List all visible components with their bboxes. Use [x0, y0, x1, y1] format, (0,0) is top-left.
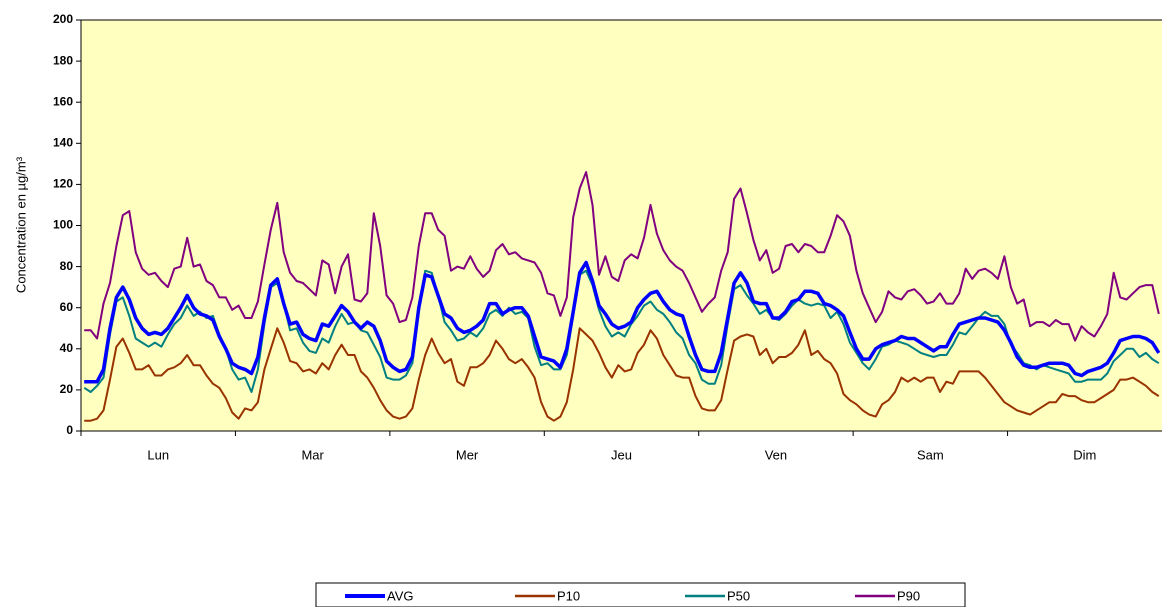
- y-tick-label: 140: [53, 135, 73, 149]
- x-tick-label: Mar: [301, 447, 324, 462]
- y-tick-label: 20: [60, 382, 74, 396]
- x-tick-label: Sam: [917, 447, 944, 462]
- series-line: [84, 327, 1160, 422]
- y-axis-label: Concentration en µg/m³: [13, 156, 28, 293]
- y-tick-label: 160: [53, 94, 73, 108]
- x-tick-label: Ven: [765, 447, 787, 462]
- x-tick-label: Lun: [147, 447, 169, 462]
- y-tick-label: 40: [60, 341, 74, 355]
- x-tick-label: Jeu: [611, 447, 632, 462]
- y-tick-label: 100: [53, 218, 73, 232]
- legend-label: AVG: [387, 588, 414, 603]
- y-tick-label: 120: [53, 177, 73, 191]
- legend-label: P90: [897, 588, 920, 603]
- y-tick-label: 0: [66, 423, 73, 437]
- series-line: [84, 260, 1161, 384]
- legend-label: P50: [727, 588, 750, 603]
- y-tick-label: 80: [60, 259, 74, 273]
- series-line: [84, 171, 1160, 342]
- y-tick-label: 200: [53, 12, 73, 26]
- y-tick-label: 180: [53, 53, 73, 67]
- y-tick-label: 60: [60, 300, 74, 314]
- plot-area: [80, 19, 1162, 432]
- x-tick-label: Dim: [1073, 447, 1096, 462]
- legend-label: P10: [557, 588, 580, 603]
- x-tick-label: Mer: [456, 447, 479, 462]
